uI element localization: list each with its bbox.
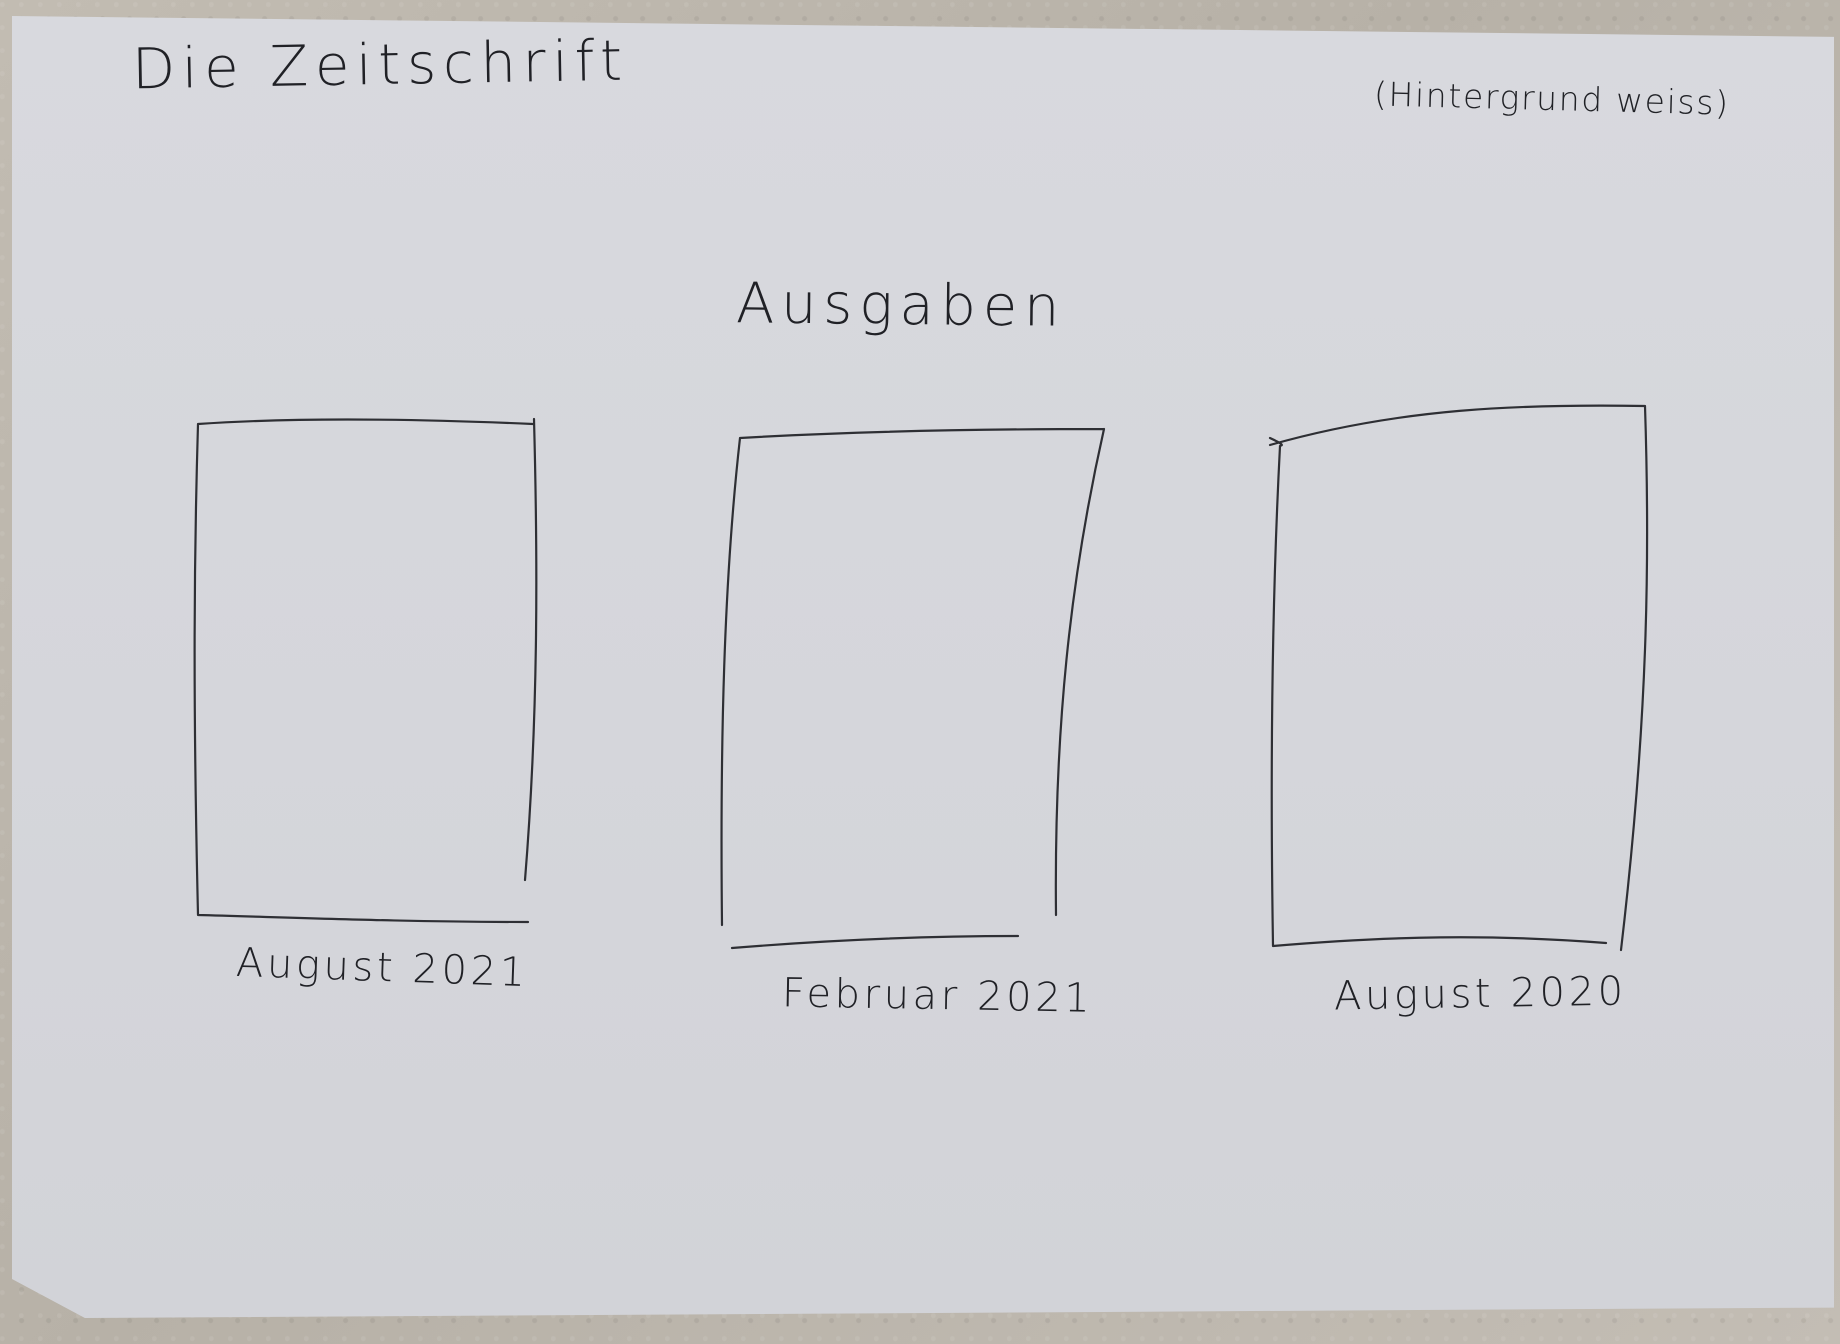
issue-cover-august-2021[interactable] [194, 420, 534, 915]
issue-cover-februar-2021[interactable] [720, 430, 1104, 945]
issue-cover-august-2020[interactable] [1270, 404, 1650, 946]
issues-heading: Ausgaben [735, 271, 1067, 340]
magazine-brand[interactable]: Die Zeitschrift [131, 28, 630, 103]
background-note: (Hintergrund weiss) [1373, 74, 1731, 123]
issue-label-august-2021[interactable]: August 2021 [235, 939, 530, 997]
issue-label-august-2020[interactable]: August 2020 [1333, 968, 1628, 1020]
issue-label-februar-2021[interactable]: Februar 2021 [781, 970, 1094, 1022]
